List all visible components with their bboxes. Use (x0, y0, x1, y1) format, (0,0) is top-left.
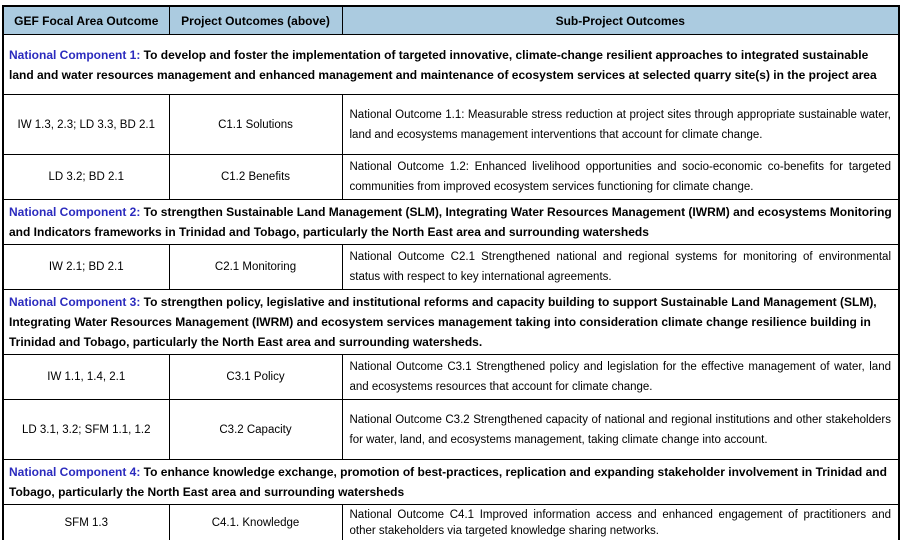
section-row-component-3: National Component 3: To strengthen poli… (2, 289, 900, 355)
section-row-component-1: National Component 1: To develop and fos… (2, 34, 900, 95)
sub-project-outcome-cell: National Outcome C2.1 Strengthened natio… (341, 244, 900, 290)
component-1-text: National Component 1: To develop and fos… (2, 34, 900, 95)
sub-project-outcome-cell: National Outcome C3.1 Strengthened polic… (341, 354, 900, 400)
focal-area-cell: IW 2.1; BD 2.1 (2, 244, 170, 290)
component-3-description: To strengthen policy, legislative and in… (9, 295, 877, 349)
sub-project-outcome-cell: National Outcome C4.1 Improved informati… (341, 504, 900, 540)
component-4-title: National Component 4: (9, 465, 141, 479)
project-outcome-cell: C3.1 Policy (168, 354, 343, 400)
component-2-title: National Component 2: (9, 205, 141, 219)
component-4-description: To enhance knowledge exchange, promotion… (9, 465, 887, 499)
table-row-outcome-2-1: IW 2.1; BD 2.1 C2.1 Monitoring National … (2, 244, 900, 290)
table-row-outcome-4-1: SFM 1.3 C4.1. Knowledge National Outcome… (2, 504, 900, 540)
table-row-outcome-3-2: LD 3.1, 3.2; SFM 1.1, 1.2 C3.2 Capacity … (2, 399, 900, 460)
table-row-outcome-1-1: IW 1.3, 2.3; LD 3.3, BD 2.1 C1.1 Solutio… (2, 94, 900, 155)
column-header-gef-focal-area: GEF Focal Area Outcome (2, 5, 170, 35)
focal-area-cell: LD 3.2; BD 2.1 (2, 154, 170, 200)
project-outcome-cell: C1.1 Solutions (168, 94, 343, 155)
project-outcome-cell: C1.2 Benefits (168, 154, 343, 200)
project-outcome-cell: C3.2 Capacity (168, 399, 343, 460)
column-header-project-outcomes: Project Outcomes (above) (168, 5, 343, 35)
section-row-component-2: National Component 2: To strengthen Sust… (2, 199, 900, 245)
component-3-title: National Component 3: (9, 295, 141, 309)
sub-project-outcome-cell: National Outcome 1.2: Enhanced livelihoo… (341, 154, 900, 200)
component-1-title: National Component 1: (9, 47, 141, 62)
component-1-description: To develop and foster the implementation… (9, 47, 877, 82)
component-2-text: National Component 2: To strengthen Sust… (2, 199, 900, 245)
table-header-row: GEF Focal Area Outcome Project Outcomes … (2, 5, 900, 35)
project-outcome-cell: C2.1 Monitoring (168, 244, 343, 290)
focal-area-cell: LD 3.1, 3.2; SFM 1.1, 1.2 (2, 399, 170, 460)
outcomes-table: GEF Focal Area Outcome Project Outcomes … (2, 5, 900, 540)
focal-area-cell: SFM 1.3 (2, 504, 170, 540)
project-outcome-cell: C4.1. Knowledge (168, 504, 343, 540)
column-header-sub-project-outcomes: Sub-Project Outcomes (341, 5, 900, 35)
focal-area-cell: IW 1.1, 1.4, 2.1 (2, 354, 170, 400)
table-row-outcome-1-2: LD 3.2; BD 2.1 C1.2 Benefits National Ou… (2, 154, 900, 200)
table-row-outcome-3-1: IW 1.1, 1.4, 2.1 C3.1 Policy National Ou… (2, 354, 900, 400)
component-2-description: To strengthen Sustainable Land Managemen… (9, 205, 892, 239)
section-row-component-4: National Component 4: To enhance knowled… (2, 459, 900, 505)
focal-area-cell: IW 1.3, 2.3; LD 3.3, BD 2.1 (2, 94, 170, 155)
component-4-text: National Component 4: To enhance knowled… (2, 459, 900, 505)
component-3-text: National Component 3: To strengthen poli… (2, 289, 900, 355)
sub-project-outcome-cell: National Outcome C3.2 Strengthened capac… (341, 399, 900, 460)
sub-project-outcome-cell: National Outcome 1.1: Measurable stress … (341, 94, 900, 155)
